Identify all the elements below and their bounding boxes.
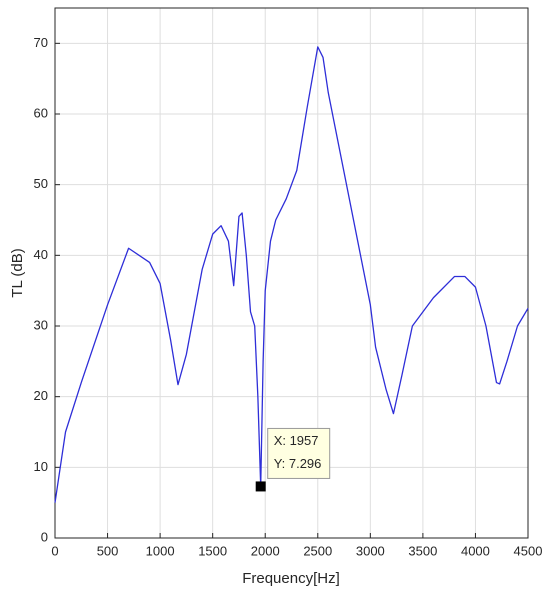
y-tick-label: 60 bbox=[34, 105, 48, 120]
x-tick-label: 4000 bbox=[461, 543, 490, 558]
datatip-marker bbox=[255, 481, 266, 492]
y-tick-label: 30 bbox=[34, 317, 48, 332]
y-axis-label: TL (dB) bbox=[9, 248, 26, 297]
plot-frame bbox=[54, 7, 529, 539]
x-tick-label: 2000 bbox=[251, 543, 280, 558]
x-tick-label: 500 bbox=[97, 543, 119, 558]
y-tick-label: 20 bbox=[34, 388, 48, 403]
x-tick-label: 0 bbox=[51, 543, 58, 558]
y-tick-label: 0 bbox=[41, 529, 48, 544]
datatip-y: Y: 7.296 bbox=[274, 456, 322, 471]
y-tick-label: 10 bbox=[34, 459, 48, 474]
y-tick-label: 40 bbox=[34, 247, 48, 262]
datatip-x: X: 1957 bbox=[274, 433, 319, 448]
x-tick-label: 3000 bbox=[356, 543, 385, 558]
x-tick-label: 2500 bbox=[303, 543, 332, 558]
x-tick-label: 3500 bbox=[408, 543, 437, 558]
y-tick-label: 50 bbox=[34, 176, 48, 191]
datatip-box bbox=[267, 427, 331, 479]
x-tick-label: 1500 bbox=[198, 543, 227, 558]
x-tick-label: 4500 bbox=[514, 543, 543, 558]
x-tick-label: 1000 bbox=[146, 543, 175, 558]
y-tick-label: 70 bbox=[34, 35, 48, 50]
x-axis-label: Frequency[Hz] bbox=[242, 570, 340, 587]
line-series bbox=[54, 46, 529, 503]
